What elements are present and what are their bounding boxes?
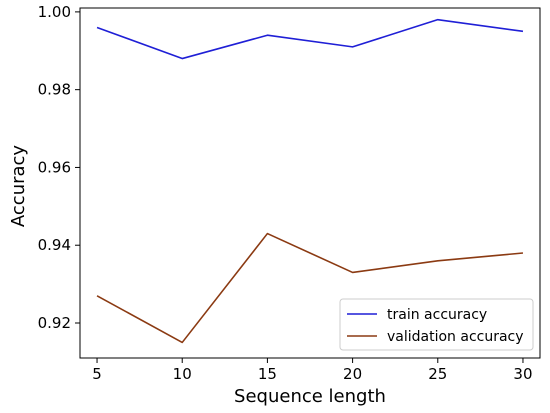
y-tick-label: 0.98: [38, 81, 71, 99]
legend: train accuracy validation accuracy: [339, 298, 534, 351]
y-tick-label: 0.96: [38, 158, 71, 176]
y-tick-label: 0.92: [38, 314, 71, 332]
x-tick-label: 5: [92, 365, 102, 383]
x-tick-label: 25: [428, 365, 447, 383]
x-tick-label: 15: [258, 365, 277, 383]
x-tick-label: 30: [513, 365, 532, 383]
series-line-validation-accuracy: [96, 232, 524, 344]
x-axis-ticks: 5 10 15 20 25 30: [92, 358, 533, 383]
y-axis-ticks: 0.92 0.94 0.96 0.98 1.00: [38, 3, 80, 332]
y-tick-label: 0.94: [38, 236, 71, 254]
series-line-train-accuracy: [96, 18, 524, 60]
x-tick-label: 20: [343, 365, 362, 383]
x-tick-label: 10: [173, 365, 192, 383]
legend-label-train-accuracy: train accuracy: [387, 307, 487, 323]
legend-box: [339, 298, 534, 351]
y-axis-label: Accuracy: [8, 145, 29, 228]
x-axis-label: Sequence length: [234, 386, 386, 407]
plot-frame: [79, 7, 541, 359]
y-tick-label: 1.00: [38, 3, 71, 21]
legend-label-validation-accuracy: validation accuracy: [387, 329, 524, 345]
series-layer: [96, 18, 524, 344]
